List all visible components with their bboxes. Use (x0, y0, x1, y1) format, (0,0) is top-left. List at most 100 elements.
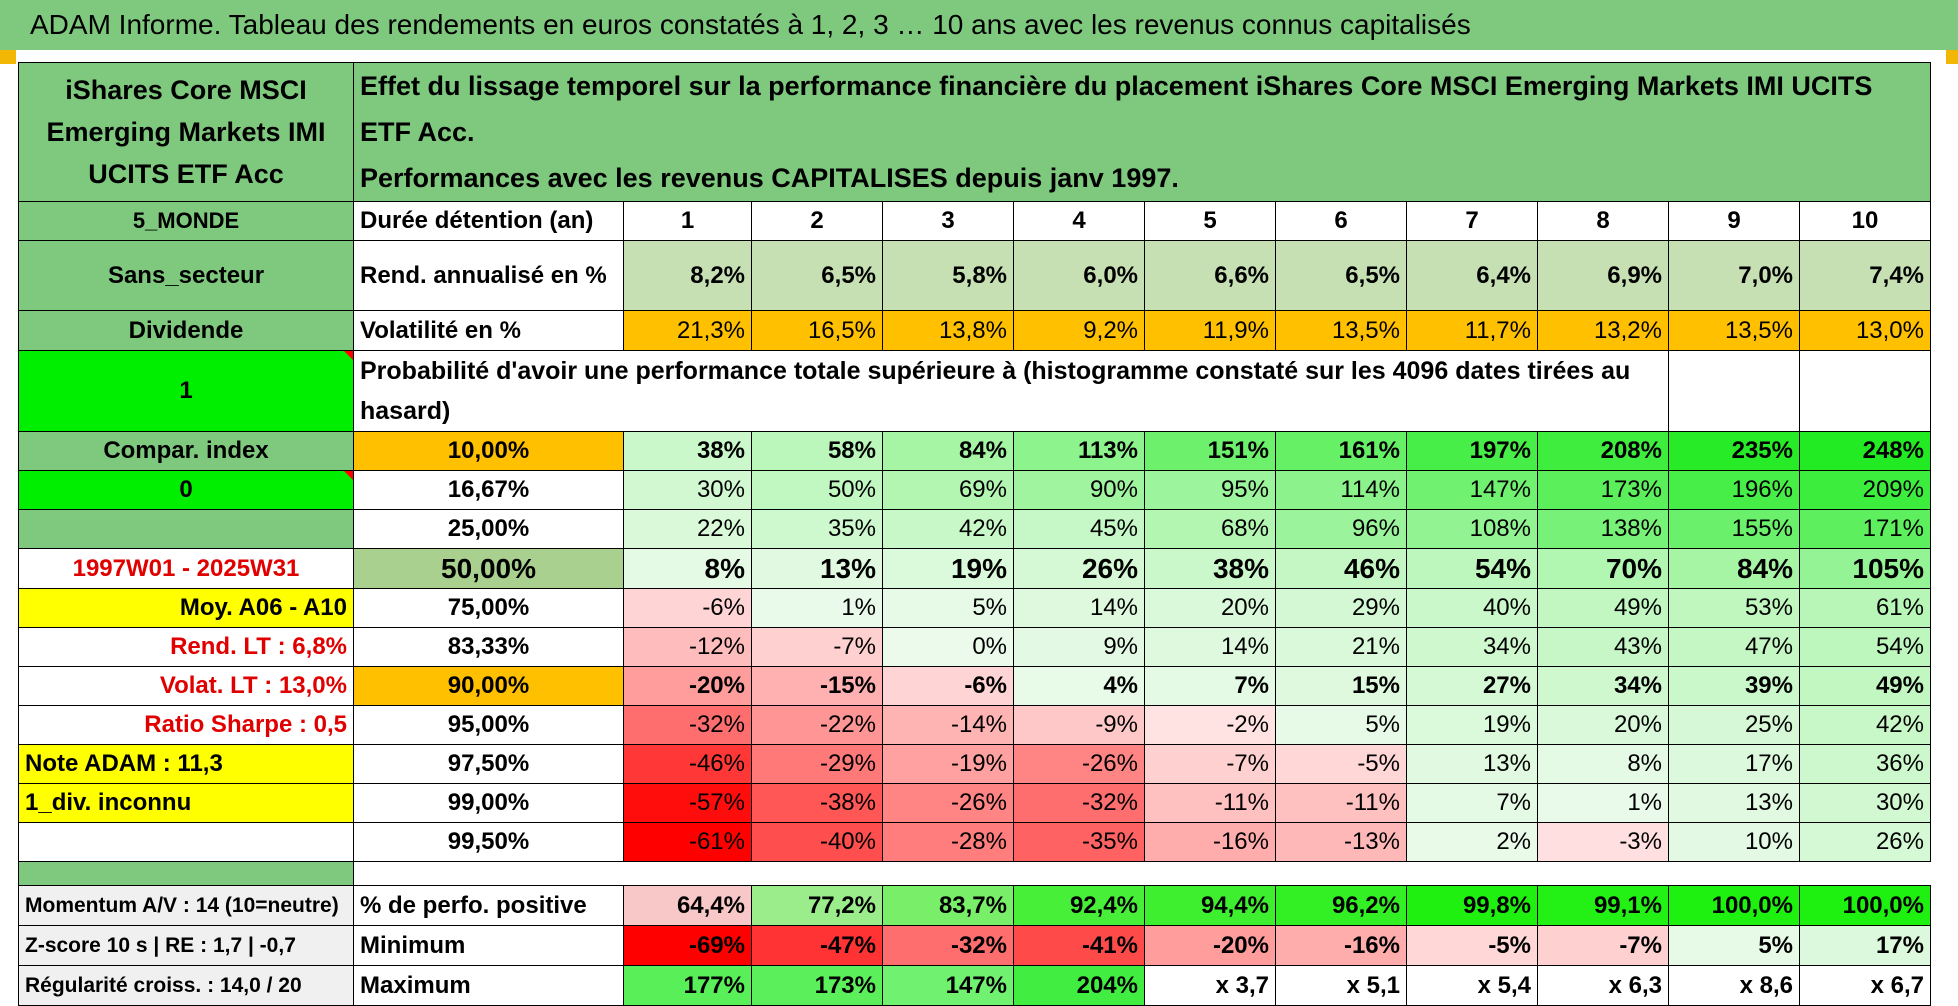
minimum-value: -47% (751, 925, 883, 966)
percentile-value: 49% (1799, 666, 1931, 706)
dividend-value-cell[interactable]: 1 (18, 350, 354, 432)
percentile-value: -7% (1144, 744, 1276, 784)
percentile-label: 50,00% (353, 548, 624, 589)
minimum-value: -7% (1537, 925, 1669, 966)
percentile-value: 7% (1144, 666, 1276, 706)
percentile-value: 26% (1799, 822, 1931, 862)
percentile-value: -2% (1144, 705, 1276, 745)
side-momentum: Momentum A/V : 14 (10=neutre) (18, 885, 354, 926)
percentile-value: -9% (1013, 705, 1145, 745)
percentile-value: 61% (1799, 588, 1931, 628)
spacer-row (18, 861, 1931, 886)
percentile-value: -15% (751, 666, 883, 706)
percentile-value: 53% (1668, 588, 1800, 628)
percentile-value: -35% (1013, 822, 1145, 862)
duree-label: Durée détention (an) (353, 201, 624, 241)
percentile-label: 75,00% (353, 588, 624, 628)
percentile-value: 34% (1406, 627, 1538, 667)
percentile-value: -7% (751, 627, 883, 667)
percentile-value: 4% (1013, 666, 1145, 706)
percentile-value: 43% (1537, 627, 1669, 667)
minimum-value: 17% (1799, 925, 1931, 966)
header-line-1: Effet du lissage temporel sur la perform… (360, 71, 1873, 147)
positive-value: 100,0% (1799, 885, 1931, 926)
percentile-value: 197% (1406, 431, 1538, 471)
positive-value: 83,7% (882, 885, 1014, 926)
percentile-value: 138% (1537, 509, 1669, 549)
percentile-value: -22% (751, 705, 883, 745)
percentile-value: 15% (1275, 666, 1407, 706)
percentile-value: -28% (882, 822, 1014, 862)
corner-marker-left (0, 50, 16, 64)
year-header: 9 (1668, 201, 1800, 241)
percentile-value: 70% (1537, 548, 1669, 589)
percentile-value: 54% (1406, 548, 1538, 589)
maximum-value: x 6,7 (1799, 965, 1931, 1006)
percentile-value: 50% (751, 470, 883, 510)
maximum-value: x 5,1 (1275, 965, 1407, 1006)
percentile-value: -38% (751, 783, 883, 823)
percentile-value: 2% (1406, 822, 1538, 862)
header-line-2: Performances avec les revenus CAPITALISE… (360, 163, 1179, 193)
corner-marker-right (1946, 50, 1958, 64)
side-regularite: Régularité croiss. : 14,0 / 20 (18, 965, 354, 1006)
percentile-value: 95% (1144, 470, 1276, 510)
percentile-value: 29% (1275, 588, 1407, 628)
percentile-value: 47% (1668, 627, 1800, 667)
percentile-value: -13% (1275, 822, 1407, 862)
rend-value: 6,6% (1144, 240, 1276, 311)
percentile-value: 5% (882, 588, 1014, 628)
percentile-value: -57% (623, 783, 752, 823)
rend-value: 6,4% (1406, 240, 1538, 311)
year-header: 4 (1013, 201, 1145, 241)
percentile-value: -12% (623, 627, 752, 667)
percentile-value: 19% (1406, 705, 1538, 745)
percentile-label: 10,00% (353, 431, 624, 471)
percentile-value: 147% (1406, 470, 1538, 510)
table-header: Effet du lissage temporel sur la perform… (353, 62, 1931, 202)
minimum-value: -16% (1275, 925, 1407, 966)
percentile-value: 13% (1668, 783, 1800, 823)
percentile-value: -26% (882, 783, 1014, 823)
percentile-value: 235% (1668, 431, 1800, 471)
maximum-value: 204% (1013, 965, 1145, 1006)
percentile-value: -3% (1537, 822, 1669, 862)
side-compar-label: Compar. index (18, 431, 354, 471)
maximum-label: Maximum (353, 965, 624, 1006)
volat-value: 21,3% (623, 310, 752, 351)
percentile-value: 84% (882, 431, 1014, 471)
percentile-value: 30% (1799, 783, 1931, 823)
side-volat-lt: Volat. LT : 13,0% (18, 666, 354, 706)
minimum-value: -69% (623, 925, 752, 966)
percentile-value: 38% (623, 431, 752, 471)
rend-value: 6,5% (751, 240, 883, 311)
volat-value: 13,8% (882, 310, 1014, 351)
side-empty (18, 822, 354, 862)
percentile-value: 173% (1537, 470, 1669, 510)
year-header: 3 (882, 201, 1014, 241)
percentile-value: 25% (1668, 705, 1800, 745)
percentile-value: 0% (882, 627, 1014, 667)
positive-value: 77,2% (751, 885, 883, 926)
percentile-value: 20% (1537, 705, 1669, 745)
percentile-value: 27% (1406, 666, 1538, 706)
percentile-value: 13% (751, 548, 883, 589)
empty-cell (1799, 350, 1931, 432)
performance-table: iShares Core MSCI Emerging Markets IMI U… (18, 62, 1931, 1006)
percentile-value: 26% (1013, 548, 1145, 589)
percentile-value: 90% (1013, 470, 1145, 510)
rend-label: Rend. annualisé en % (353, 240, 624, 311)
sector-cell: Sans_secteur (18, 240, 354, 311)
volat-value: 11,9% (1144, 310, 1276, 351)
minimum-value: -5% (1406, 925, 1538, 966)
minimum-value: -20% (1144, 925, 1276, 966)
percentile-value: -6% (623, 588, 752, 628)
side-compar-value[interactable]: 0 (18, 470, 354, 510)
side-moy: Moy. A06 - A10 (18, 588, 354, 628)
percentile-label: 99,50% (353, 822, 624, 862)
percentile-label: 16,67% (353, 470, 624, 510)
percentile-value: -61% (623, 822, 752, 862)
percentile-value: 209% (1799, 470, 1931, 510)
volat-value: 13,0% (1799, 310, 1931, 351)
percentile-value: 151% (1144, 431, 1276, 471)
